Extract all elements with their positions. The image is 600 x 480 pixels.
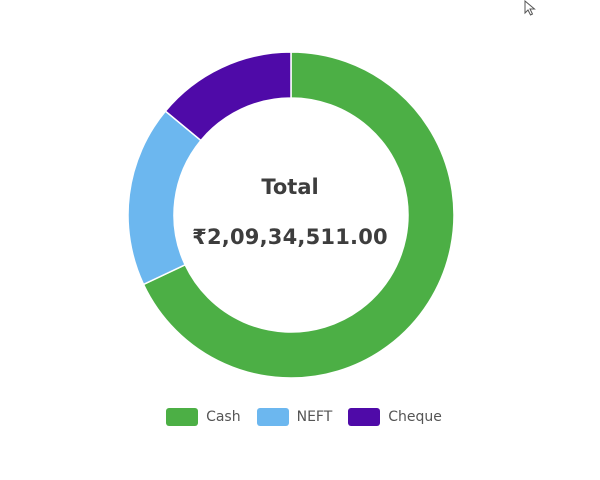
donut-slice-cheque[interactable]	[164, 51, 292, 142]
legend-item-neft[interactable]: NEFT	[256, 408, 333, 426]
chart-legend: Cash NEFT Cheque	[0, 405, 600, 429]
legend-swatch-neft	[256, 408, 289, 426]
legend-item-cash[interactable]: Cash	[166, 408, 241, 426]
legend-label-cheque: Cheque	[388, 409, 442, 425]
legend-item-cheque[interactable]: Cheque	[348, 408, 442, 426]
donut-chart	[127, 51, 455, 379]
legend-label-cash: Cash	[206, 409, 241, 425]
legend-label-neft: NEFT	[296, 409, 333, 425]
legend-swatch-cheque	[348, 408, 381, 426]
donut-center-title: Total	[261, 175, 319, 199]
mouse-pointer-icon	[524, 0, 536, 16]
legend-swatch-cash	[166, 408, 199, 426]
donut-slice-cash[interactable]	[142, 51, 455, 379]
donut-center-total: ₹2,09,34,511.00	[192, 225, 388, 249]
